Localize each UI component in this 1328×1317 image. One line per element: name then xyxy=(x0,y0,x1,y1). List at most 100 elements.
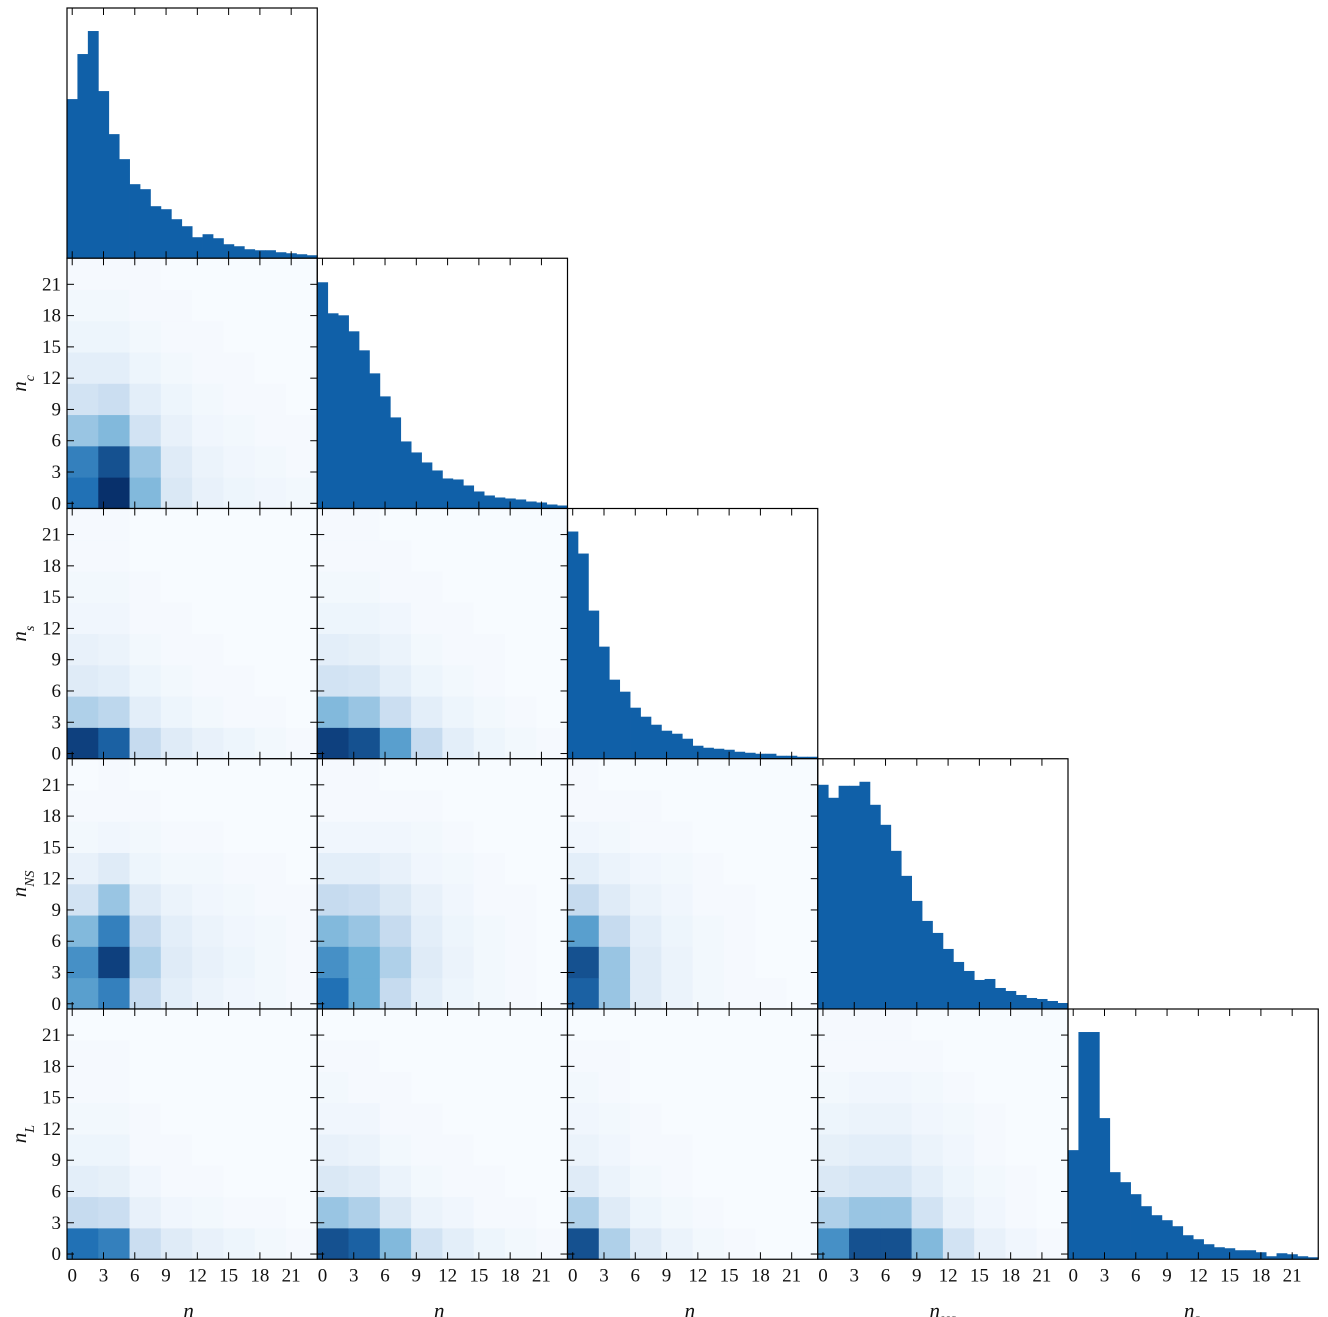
density-cell xyxy=(98,915,130,947)
histogram-bar xyxy=(796,756,808,759)
axis-label: nNS xyxy=(7,870,38,897)
density-cell xyxy=(67,664,99,697)
density-cell xyxy=(192,852,224,885)
axis-label: nc xyxy=(434,1298,452,1317)
x-tick-label: 9 xyxy=(412,1265,422,1286)
density-cell xyxy=(129,915,162,947)
histogram-bar xyxy=(1266,1256,1277,1260)
histogram-bar xyxy=(233,246,245,259)
density-cell xyxy=(567,946,600,979)
density-cell xyxy=(223,571,256,603)
density-cell xyxy=(160,1196,193,1229)
histogram-bar xyxy=(546,504,558,509)
density-cell xyxy=(129,633,162,666)
density-cell xyxy=(379,571,412,603)
density-cell xyxy=(67,883,99,916)
density-cell xyxy=(379,633,412,666)
density-cell xyxy=(942,1165,975,1198)
density-cell xyxy=(567,821,600,853)
histogram-bar xyxy=(1151,1215,1163,1260)
density-cell xyxy=(786,1134,819,1166)
axis-label-subscript: c xyxy=(23,374,38,381)
density-cell xyxy=(98,1165,130,1198)
density-cell xyxy=(442,852,475,885)
density-cell xyxy=(98,602,130,635)
density-cell xyxy=(98,1071,130,1104)
density-cell xyxy=(317,1102,349,1135)
histogram-bar xyxy=(160,209,172,259)
density-cell xyxy=(129,852,162,885)
x-tick-label: 15 xyxy=(469,1265,488,1286)
histogram-bar xyxy=(650,724,662,759)
density-cell xyxy=(348,1040,381,1072)
histogram-bar xyxy=(901,875,912,1009)
histogram-bar xyxy=(181,226,193,259)
density-cell xyxy=(254,602,287,635)
histogram-bar xyxy=(849,785,860,1009)
density-cell xyxy=(285,664,318,697)
density-cell xyxy=(880,1165,912,1198)
density-cell xyxy=(192,1165,224,1198)
density-cell xyxy=(129,946,162,979)
density-cell xyxy=(723,1134,756,1166)
density-cell xyxy=(285,352,318,384)
histogram-bar xyxy=(119,159,130,259)
histogram-bar xyxy=(713,748,725,759)
density-cell xyxy=(661,883,694,916)
density-cell xyxy=(786,1102,819,1135)
density-cell xyxy=(630,1165,662,1198)
density-cell xyxy=(285,1165,318,1198)
density-cell xyxy=(285,790,318,822)
density-cell xyxy=(473,571,506,603)
density-cell xyxy=(536,664,568,697)
density-cell xyxy=(849,1196,881,1229)
density-cell xyxy=(129,289,162,322)
density-cell xyxy=(223,1165,256,1198)
density-cell xyxy=(129,352,162,384)
density-cell xyxy=(317,946,349,979)
density-cell xyxy=(317,1165,349,1198)
density-cell xyxy=(504,1134,537,1166)
density-cell xyxy=(504,1102,537,1135)
density-cell xyxy=(1005,1134,1038,1166)
density-cell xyxy=(723,946,756,979)
density-cell xyxy=(723,1071,756,1104)
x-tick-label: 15 xyxy=(219,1265,238,1286)
axis-label: nL xyxy=(1184,1298,1203,1317)
axis-label-subscript: NS xyxy=(939,1314,956,1317)
density-cell xyxy=(974,1134,1006,1166)
density-cell xyxy=(598,1196,631,1229)
density-cell xyxy=(473,1165,506,1198)
y-tick-label: 21 xyxy=(42,274,61,295)
histogram-bar xyxy=(421,462,433,509)
density-cell xyxy=(473,946,506,979)
density-cell xyxy=(254,289,287,322)
axis-label-symbol: n xyxy=(183,1298,194,1317)
histogram-bar xyxy=(619,691,631,759)
density-cell xyxy=(223,946,256,979)
density-cell xyxy=(254,915,287,947)
density-cell xyxy=(630,852,662,885)
density-cell xyxy=(504,539,537,572)
density-cell xyxy=(348,633,381,666)
density-cell xyxy=(567,1134,600,1166)
density-cell xyxy=(411,696,443,728)
density-cell xyxy=(285,1102,318,1135)
axis-label-symbol: n xyxy=(7,631,31,642)
density-cell xyxy=(536,915,568,947)
density-cell xyxy=(98,320,130,353)
density-cell xyxy=(442,571,475,603)
axis-label-symbol: n xyxy=(685,1298,696,1317)
x-tick-label: 6 xyxy=(1131,1265,1141,1286)
y-tick-label: 0 xyxy=(52,493,62,514)
density-cell xyxy=(692,790,725,822)
y-tick-label: 15 xyxy=(42,337,61,358)
density-cell xyxy=(254,946,287,979)
density-cell xyxy=(411,664,443,697)
density-cell xyxy=(473,915,506,947)
density-cell xyxy=(817,1134,850,1166)
y-tick-label: 0 xyxy=(52,744,62,765)
density-cell xyxy=(129,414,162,447)
x-tick-label: 12 xyxy=(939,1265,958,1286)
density-cell xyxy=(129,1196,162,1229)
